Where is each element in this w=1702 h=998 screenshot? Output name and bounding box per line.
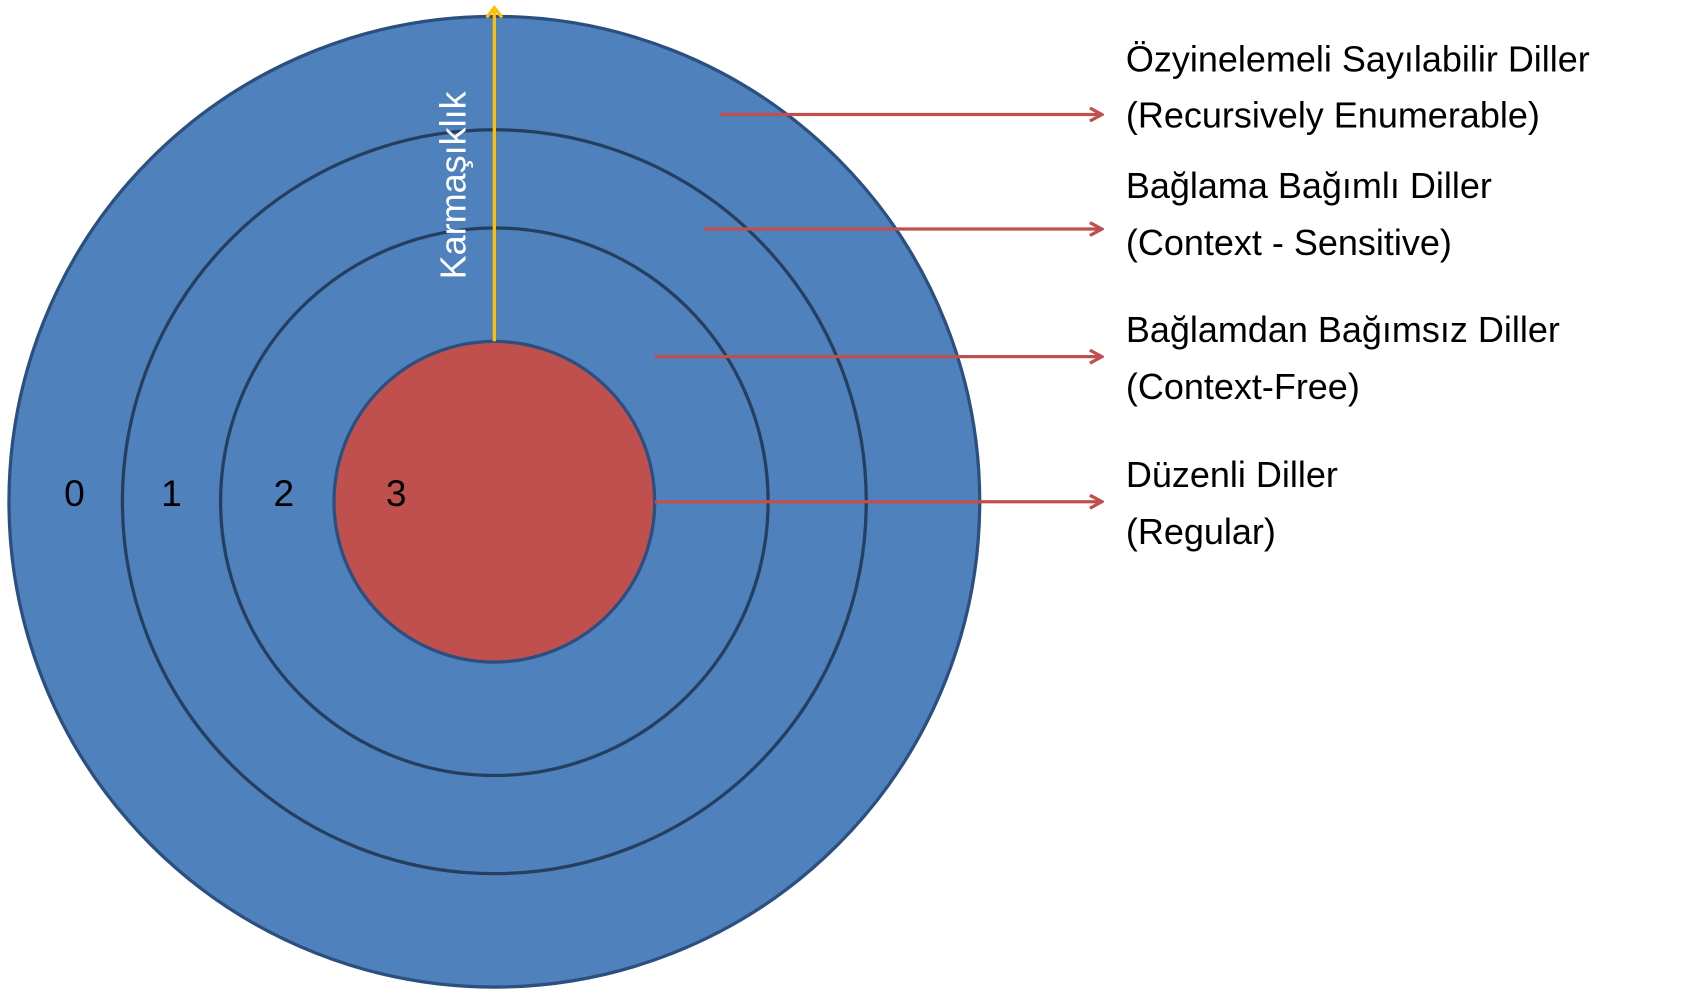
level-english: (Context - Sensitive)	[1126, 222, 1452, 263]
level-name: Bağlama Bağımlı Diller	[1126, 165, 1492, 206]
axis-label: Karmaşıklık	[433, 90, 474, 279]
level-number: 3	[386, 472, 407, 514]
level-number: 0	[64, 472, 85, 514]
level-english: (Recursively Enumerable)	[1126, 94, 1540, 135]
level-english: (Context-Free)	[1126, 366, 1360, 407]
core-3	[332, 339, 657, 664]
level-number: 2	[274, 472, 295, 514]
level-name: Düzenli Diller	[1126, 454, 1338, 495]
level-number: 1	[161, 472, 182, 514]
level-name: Özyinelemeli Sayılabilir Diller	[1126, 39, 1590, 80]
level-english: (Regular)	[1126, 511, 1276, 552]
level-name: Bağlamdan Bağımsız Diller	[1126, 309, 1560, 350]
